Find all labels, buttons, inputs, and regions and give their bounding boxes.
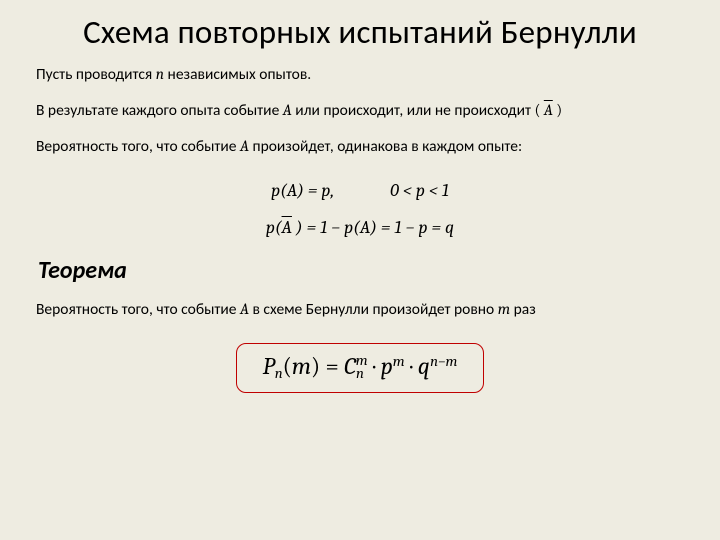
dot-2: · [405, 352, 418, 380]
paren-open: ( [534, 101, 543, 119]
eq2-a: p( [266, 217, 282, 238]
theorem-heading: Теорема [38, 256, 684, 285]
slide: Схема повторных испытаний Бернулли Пусть… [0, 0, 720, 540]
arg-m: m [292, 352, 311, 380]
p4-text-a: Вероятность того, что событие [36, 300, 240, 319]
paren-close: ) [553, 101, 562, 119]
bernoulli-formula-box: Pn(m) = Cnm · pm · qn−m [236, 343, 485, 393]
sym-P-sub: n [275, 365, 283, 382]
var-A-2: A [240, 137, 249, 155]
var-A-3: A [240, 300, 249, 318]
sym-C: C [344, 352, 356, 380]
var-A: A [283, 101, 292, 119]
equation-2: p(A ) = 1 − p(A) = 1 − p = q [36, 217, 684, 238]
p1-text-a: Пусть проводится [36, 65, 156, 84]
p1-text-b: независимых опытов. [164, 65, 311, 84]
sym-p-sup: m [393, 352, 405, 369]
arg-close: ) [311, 352, 320, 380]
eq2-Abar: A [282, 217, 292, 238]
paragraph-3: Вероятность того, что событие A произойд… [36, 136, 684, 158]
var-A-bar: A [544, 101, 553, 119]
sym-q-sup: n−m [430, 352, 457, 369]
p2-text-a: В результате каждого опыта событие [36, 101, 283, 120]
arg-open: ( [283, 352, 292, 380]
eq-sign: = [320, 352, 344, 380]
paragraph-2: В результате каждого опыта событие A или… [36, 100, 684, 122]
paragraph-1: Пусть проводится n независимых опытов. [36, 64, 684, 86]
p3-text-a: Вероятность того, что событие [36, 137, 240, 156]
sym-C-sup: m [356, 352, 368, 369]
var-n: n [156, 65, 164, 83]
slide-title: Схема повторных испытаний Бернулли [36, 14, 684, 52]
p2-text-b: или происходит, или не происходит [292, 101, 535, 120]
eq2-b: ) = 1 − p(A) = 1 − p = q [292, 217, 454, 238]
eq1-left: p(A) = p, [271, 180, 334, 201]
p3-text-b: произойдет, одинакова в каждом опыте: [249, 137, 522, 156]
var-m: m [498, 300, 510, 318]
equation-1: p(A) = p, 0 < p < 1 [36, 180, 684, 201]
dot-1: · [368, 352, 381, 380]
p4-text-c: раз [510, 300, 536, 319]
sym-q: q [418, 352, 430, 380]
complement-A-group: ( A ) [534, 101, 562, 119]
p4-text-b: в схеме Бернулли произойдет ровно [249, 300, 498, 319]
eq1-right: 0 < p < 1 [390, 180, 449, 201]
sym-P: P [263, 352, 275, 380]
sym-p: p [381, 352, 393, 380]
formula-wrap: Pn(m) = Cnm · pm · qn−m [36, 343, 684, 393]
paragraph-4: Вероятность того, что событие A в схеме … [36, 299, 684, 321]
